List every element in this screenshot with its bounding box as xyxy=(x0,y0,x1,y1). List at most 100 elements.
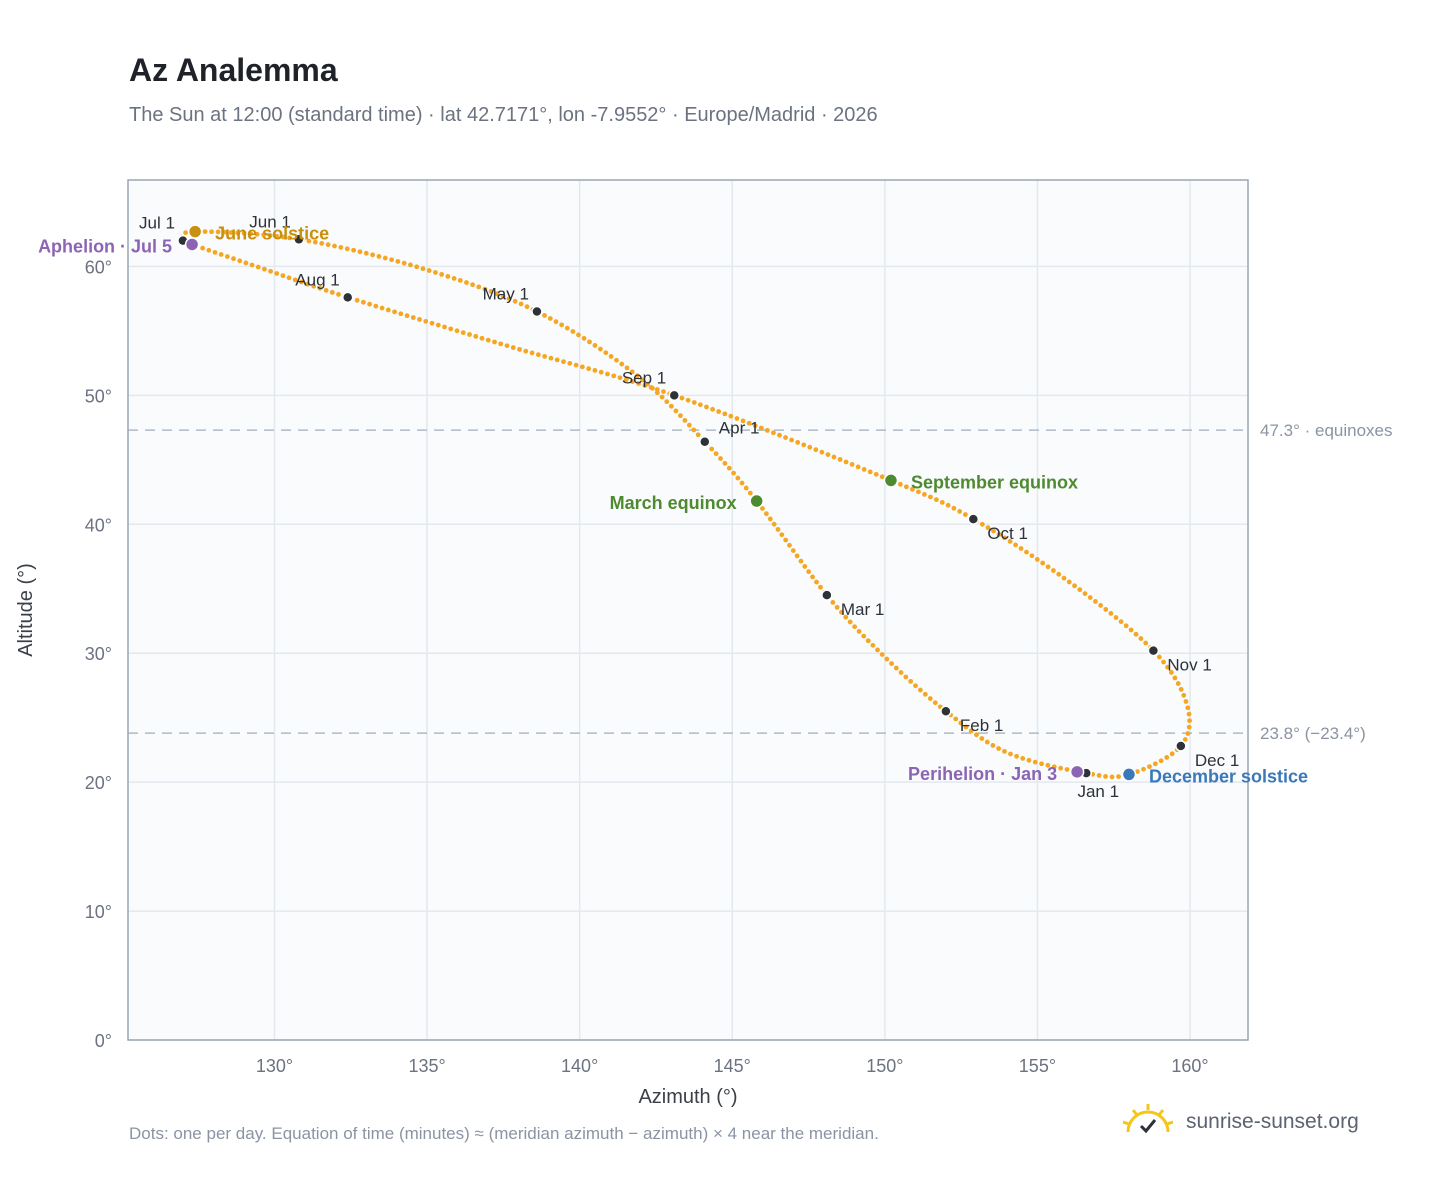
day-dot xyxy=(1187,718,1192,724)
day-dot xyxy=(728,413,734,419)
day-dot xyxy=(579,364,585,370)
day-dot xyxy=(927,696,933,701)
day-dot xyxy=(518,301,524,307)
x-tick-label: 140° xyxy=(561,1056,598,1076)
day-dot xyxy=(1168,670,1174,675)
day-dot xyxy=(661,389,666,395)
day-dot xyxy=(1034,556,1040,562)
day-dot xyxy=(414,264,420,270)
day-dot xyxy=(963,724,969,730)
day-dot xyxy=(1172,675,1178,681)
day-dot xyxy=(722,411,728,417)
day-dot xyxy=(839,609,844,615)
day-dot xyxy=(564,325,570,331)
day-dot xyxy=(597,346,603,352)
event-label: Perihelion · Jan 3 xyxy=(908,764,1057,784)
day-dot xyxy=(990,742,996,748)
day-dot xyxy=(843,614,849,620)
day-dot xyxy=(810,574,815,580)
day-dot xyxy=(482,286,488,292)
day-dot xyxy=(654,387,660,392)
month-marker-label: Dec 1 xyxy=(1195,751,1239,770)
day-dot xyxy=(922,691,928,697)
day-dot xyxy=(354,297,360,303)
day-dot xyxy=(704,404,709,410)
y-tick-label: 10° xyxy=(85,902,112,922)
day-dot xyxy=(951,505,957,511)
month-marker xyxy=(293,233,305,246)
day-dot xyxy=(433,270,438,275)
day-dot xyxy=(830,600,836,605)
day-dot xyxy=(576,332,581,338)
day-dot xyxy=(710,406,715,412)
day-dot xyxy=(668,403,674,409)
day-dot xyxy=(535,352,541,358)
day-dot xyxy=(547,316,553,321)
day-dot xyxy=(280,234,286,240)
day-dot xyxy=(746,420,752,426)
day-dot xyxy=(1018,546,1024,551)
day-dot xyxy=(344,246,350,252)
day-dot xyxy=(802,564,808,569)
day-dot xyxy=(1164,755,1170,760)
day-dot xyxy=(274,271,280,276)
day-dot xyxy=(445,273,451,279)
day-dot xyxy=(958,720,964,726)
day-dot xyxy=(1061,575,1067,581)
month-marker xyxy=(341,291,354,304)
day-dot xyxy=(837,457,843,462)
day-dot xyxy=(806,569,812,575)
day-dot xyxy=(542,313,547,318)
month-marker-label: Feb 1 xyxy=(960,716,1003,735)
day-dot xyxy=(605,371,610,377)
day-dot xyxy=(635,373,640,379)
day-dot xyxy=(586,366,592,372)
day-dot xyxy=(814,579,819,585)
day-dot xyxy=(1185,705,1191,711)
day-dot xyxy=(932,700,938,706)
day-dot xyxy=(255,264,261,270)
day-dot xyxy=(957,509,963,514)
day-dot xyxy=(209,229,214,235)
day-dot xyxy=(764,427,770,433)
day-dot xyxy=(991,528,996,534)
day-dot xyxy=(435,322,441,328)
day-dot xyxy=(1072,583,1077,589)
day-dot xyxy=(510,345,516,350)
day-dot xyxy=(1178,686,1184,692)
day-dot xyxy=(630,379,635,384)
day-dot xyxy=(1147,764,1152,770)
day-dot xyxy=(548,355,554,361)
month-marker xyxy=(821,589,833,601)
analemma-curve xyxy=(179,229,1192,780)
day-dot xyxy=(317,285,323,291)
day-dot xyxy=(953,716,959,722)
day-dot xyxy=(889,661,894,666)
day-dot xyxy=(879,652,885,657)
day-dot xyxy=(504,343,510,349)
day-dot xyxy=(512,298,518,304)
day-dot xyxy=(873,471,879,477)
day-dot xyxy=(752,423,758,429)
event-marker xyxy=(187,224,203,239)
day-dot xyxy=(743,485,749,491)
day-dot xyxy=(1082,591,1088,597)
plot-area xyxy=(128,180,1248,1040)
brand[interactable]: sunrise-sunset.org xyxy=(1120,1102,1359,1142)
day-dot xyxy=(908,678,914,684)
day-dot xyxy=(807,444,813,450)
month-marker-label: Aug 1 xyxy=(295,270,339,289)
month-marker-label: Sep 1 xyxy=(622,368,666,387)
day-dot xyxy=(336,291,341,297)
day-dot xyxy=(332,243,337,249)
event-label: March equinox xyxy=(610,493,737,513)
day-dot xyxy=(460,330,466,336)
day-dot xyxy=(722,460,728,466)
month-marker-label: Jun 1 xyxy=(249,212,291,231)
day-dot xyxy=(243,260,249,266)
day-dot xyxy=(789,437,795,443)
month-marker xyxy=(1147,644,1160,657)
day-dot xyxy=(1165,664,1170,670)
day-dot xyxy=(603,350,609,356)
day-dot xyxy=(417,317,422,322)
